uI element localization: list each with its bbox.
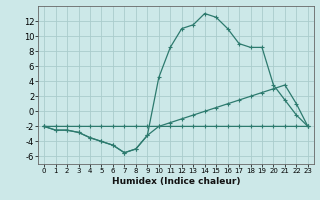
X-axis label: Humidex (Indice chaleur): Humidex (Indice chaleur) [112,177,240,186]
